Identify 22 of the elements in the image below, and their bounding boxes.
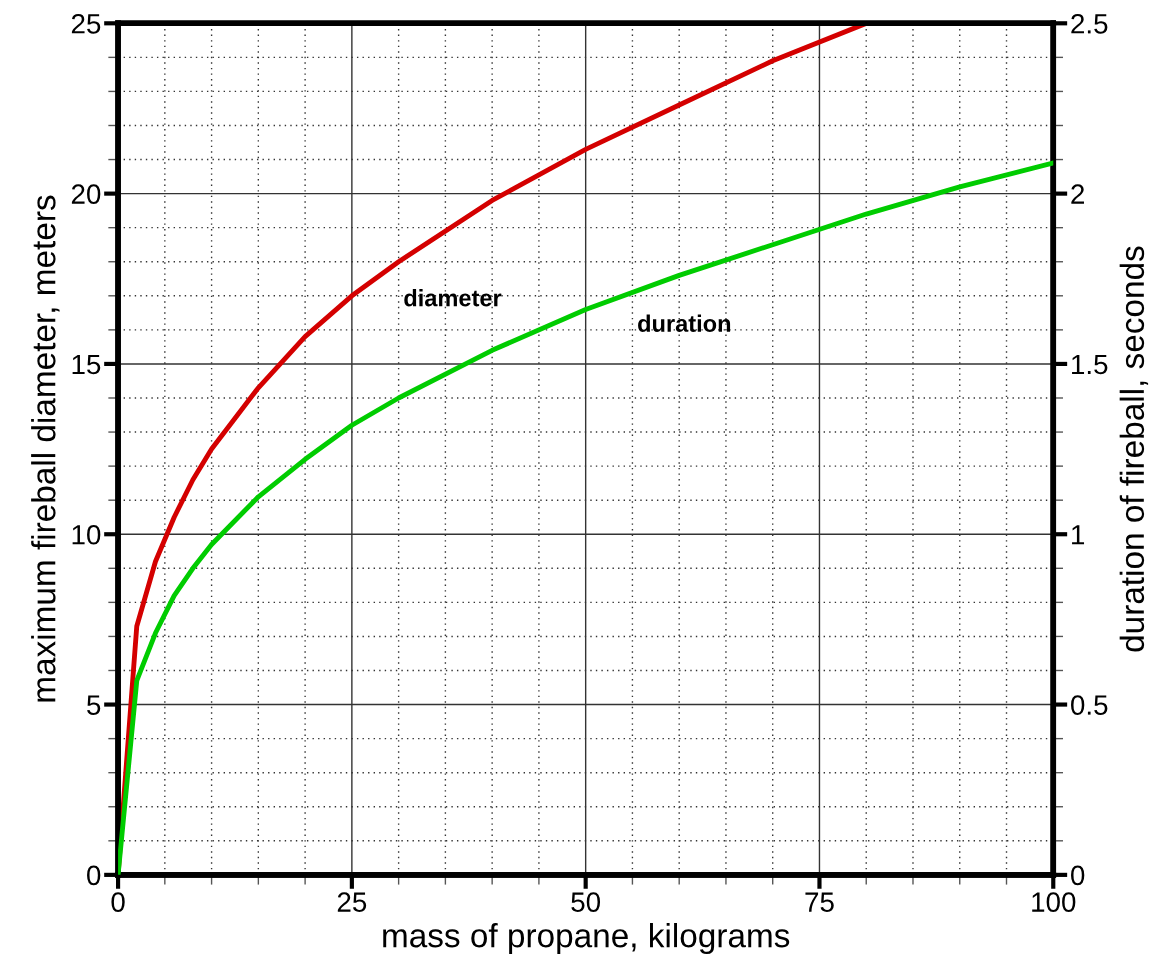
y-tick-label: 5 bbox=[87, 695, 101, 715]
y-tick-label: 10 bbox=[72, 524, 101, 545]
x-tick-label: 0 bbox=[111, 892, 125, 912]
y2-tick-label: 1 bbox=[1072, 525, 1085, 545]
y-tick-label: 0 bbox=[87, 865, 101, 886]
x-tick-label: 75 bbox=[805, 892, 834, 912]
y2-tick-label: 2 bbox=[1071, 184, 1084, 204]
y-axis-title: maximum fireball diameter, meters bbox=[31, 195, 60, 702]
y2-tick-label: 0 bbox=[1071, 865, 1085, 886]
series-label: duration bbox=[638, 314, 731, 332]
y-tick-label: 20 bbox=[71, 184, 101, 204]
y2-axis-title: duration of fireball, seconds bbox=[1119, 246, 1149, 652]
y2-tick-label: 0.5 bbox=[1071, 695, 1108, 715]
y2-tick-label: 2.5 bbox=[1071, 13, 1108, 34]
y-tick-label: 15 bbox=[72, 354, 101, 375]
y2-tick-label: 1.5 bbox=[1072, 354, 1108, 375]
y-tick-label: 25 bbox=[71, 13, 101, 34]
series-label: diameter bbox=[404, 289, 502, 307]
x-tick-label: 100 bbox=[1032, 892, 1076, 912]
x-tick-label: 25 bbox=[337, 892, 367, 912]
x-tick-label: 50 bbox=[571, 892, 601, 912]
x-axis-title: mass of propane, kilograms bbox=[383, 922, 790, 955]
